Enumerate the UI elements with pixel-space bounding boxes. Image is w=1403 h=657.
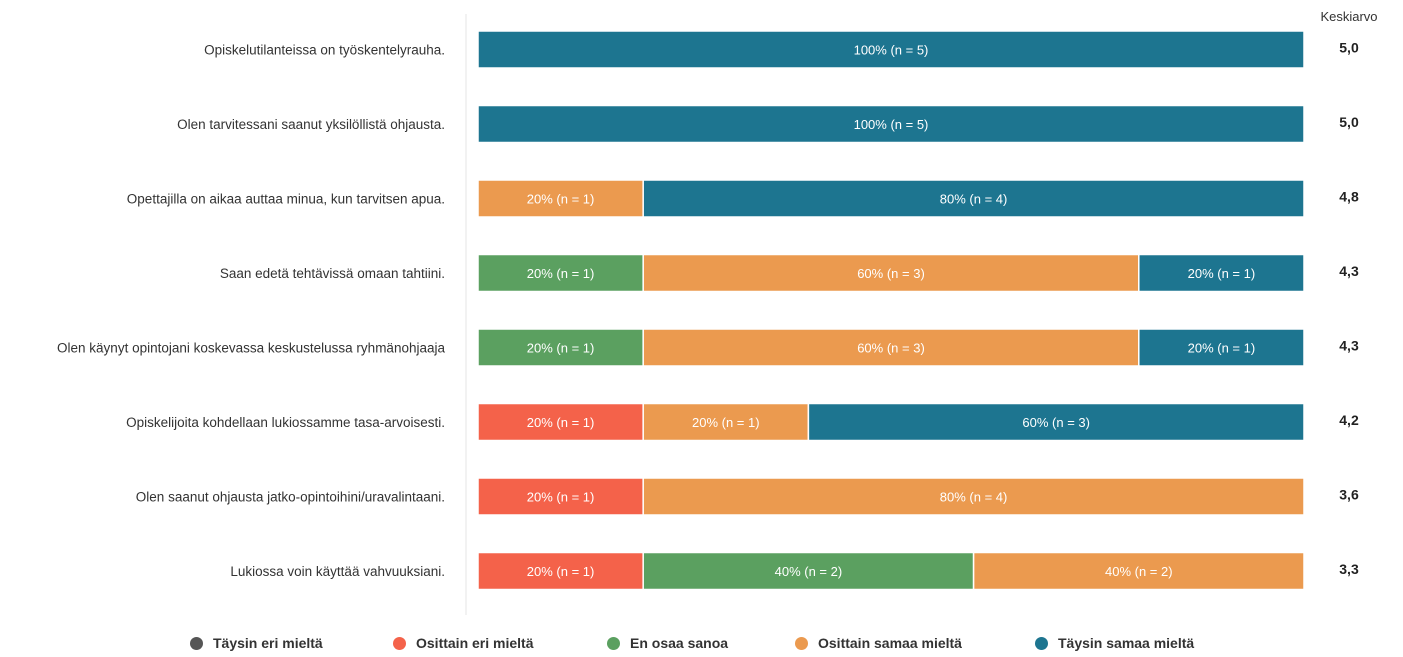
bar-segment: [807, 402, 1305, 442]
legend-label: En osaa sanoa: [630, 635, 729, 651]
legend-swatch: [1035, 636, 1048, 650]
legend-swatch: [190, 636, 203, 650]
mean-value: 3,6: [1339, 487, 1359, 503]
segment-data-label: 60% (n = 3): [857, 266, 925, 281]
legend-swatch: [795, 636, 808, 650]
category-label: Opettajilla on aikaa auttaa minua, kun t…: [127, 192, 445, 207]
bar-segment: [477, 179, 644, 218]
segment-data-label: 40% (n = 2): [1105, 564, 1173, 579]
bar-segment: [477, 104, 1305, 144]
legend-item: Täysin samaa mieltä: [1035, 635, 1194, 651]
segment-data-label: 20% (n = 1): [692, 415, 760, 430]
legend-item: En osaa sanoa: [607, 635, 728, 651]
segment-data-label: 80% (n = 4): [940, 490, 1008, 505]
segment-data-label: 100% (n = 5): [854, 117, 929, 132]
bar-segment: [477, 551, 644, 591]
bar-segment: [1138, 328, 1305, 367]
mean-value: 3,3: [1339, 561, 1359, 577]
segment-data-label: 40% (n = 2): [775, 564, 843, 579]
legend-label: Täysin samaa mieltä: [1058, 635, 1195, 651]
segment-data-label: 20% (n = 1): [527, 341, 595, 356]
mean-value: 4,8: [1339, 189, 1359, 205]
mean-value: 5,0: [1339, 40, 1359, 56]
stacked-bar-chart: Keskiarvo Opiskelutilanteissa on työsken…: [57, 9, 1378, 615]
segment-data-label: 20% (n = 1): [527, 490, 595, 505]
mean-value: 5,0: [1339, 114, 1359, 130]
bar-segment: [477, 477, 644, 516]
legend-swatch: [393, 636, 406, 650]
category-label: Olen saanut ohjausta jatko-opintoihini/u…: [136, 490, 445, 505]
segment-data-label: 100% (n = 5): [854, 43, 929, 58]
segment-data-label: 60% (n = 3): [857, 341, 925, 356]
segment-data-label: 20% (n = 1): [527, 192, 595, 207]
category-label: Opiskelijoita kohdellaan lukiossamme tas…: [126, 415, 445, 430]
bar-segment: [642, 551, 975, 591]
segment-data-label: 20% (n = 1): [527, 415, 595, 430]
bar-segment: [642, 253, 1140, 293]
segment-data-label: 80% (n = 4): [940, 192, 1008, 207]
bar-segment: [642, 477, 1305, 516]
bar-segment: [477, 30, 1305, 69]
category-label: Opiskelutilanteissa on työskentelyrauha.: [204, 43, 445, 58]
bar-segment: [642, 328, 1140, 367]
legend-label: Osittain samaa mieltä: [818, 635, 962, 651]
legend-item: Osittain samaa mieltä: [795, 635, 962, 651]
mean-value: 4,3: [1339, 263, 1359, 279]
legend-label: Täysin eri mieltä: [213, 635, 323, 651]
chart-legend: Täysin eri mieltä Osittain eri mieltä En o…: [0, 633, 1403, 657]
mean-header: Keskiarvo: [1320, 9, 1377, 24]
category-label: Olen tarvitessani saanut yksilöllistä oh…: [177, 117, 445, 132]
legend-label: Osittain eri mieltä: [416, 635, 534, 651]
chart-rows: Opiskelutilanteissa on työskentelyrauha.…: [57, 30, 1359, 591]
mean-value: 4,3: [1339, 338, 1359, 354]
legend-item: Osittain eri mieltä: [393, 635, 533, 651]
category-label: Saan edetä tehtävissä omaan tahtiini.: [220, 266, 445, 281]
segment-data-label: 20% (n = 1): [527, 564, 595, 579]
segment-data-label: 20% (n = 1): [1188, 341, 1256, 356]
mean-value: 4,2: [1339, 412, 1359, 428]
bar-segment: [972, 551, 1305, 591]
category-label: Lukiossa voin käyttää vahvuuksiani.: [230, 564, 445, 579]
segment-data-label: 60% (n = 3): [1022, 415, 1090, 430]
category-label: Olen käynyt opintojani koskevassa keskus…: [57, 341, 445, 356]
segment-data-label: 20% (n = 1): [527, 266, 595, 281]
bar-segment: [1138, 253, 1305, 293]
bar-segment: [477, 402, 644, 442]
legend-swatch: [607, 636, 620, 650]
bar-segment: [642, 179, 1305, 218]
segment-data-label: 20% (n = 1): [1188, 266, 1256, 281]
legend-item: Täysin eri mieltä: [190, 635, 323, 651]
